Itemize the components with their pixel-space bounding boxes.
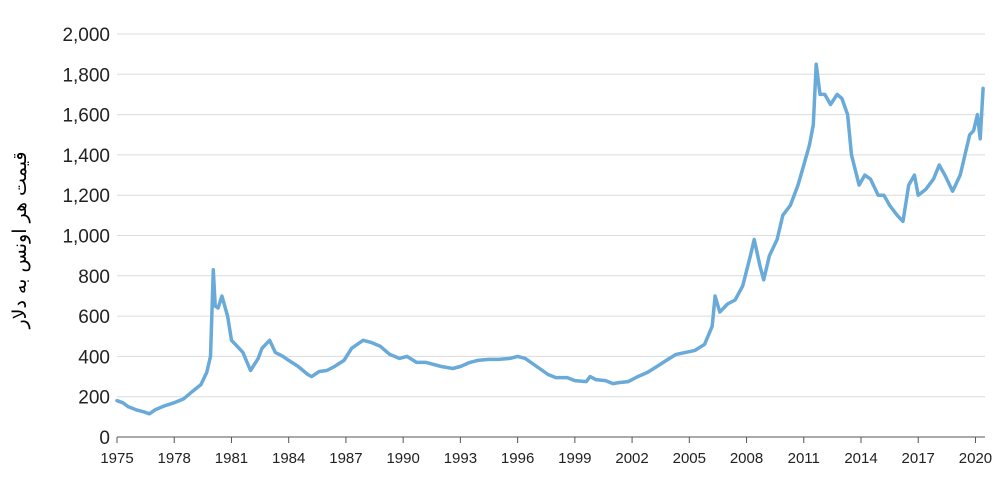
x-tick-label: 1975 [100, 450, 133, 467]
series-layer [115, 62, 985, 416]
x-tick-label: 2014 [844, 450, 877, 467]
y-tick-label: 2,000 [62, 25, 110, 46]
y-tick-label: 1,400 [62, 146, 110, 167]
x-tick-label: 1996 [501, 450, 534, 467]
y-tick-label: 1,000 [62, 227, 110, 248]
x-tick-label: 1978 [158, 450, 191, 467]
y-axis-title-container: قیمت هر اونس به دلار [0, 60, 40, 420]
y-tick-label: 800 [78, 267, 110, 288]
x-tick-label: 1993 [444, 450, 477, 467]
y-axis-title: قیمت هر اونس به دلار [9, 151, 31, 329]
y-tick-label: 600 [78, 307, 110, 328]
x-axis-ticks: 1975 1978 1981 1984 1987 1990 1993 1996 1999 2002… [100, 437, 992, 467]
x-tick-label: 1984 [272, 450, 305, 467]
x-tick-label: 1999 [558, 450, 591, 467]
x-tick-label: 1981 [215, 450, 248, 467]
x-tick-label: 2020 [959, 450, 992, 467]
y-axis-ticks: 0 200 400 600 800 1,000 1,200 1,400 1,600 1,800 2,… [62, 25, 110, 449]
x-tick-label: 2002 [615, 450, 648, 467]
y-tick-label: 1,600 [62, 106, 110, 127]
x-tick-label: 2008 [730, 450, 763, 467]
gridlines [117, 33, 985, 398]
y-tick-label: 1,800 [62, 65, 110, 86]
y-tick-label: 0 [99, 428, 110, 449]
x-tick-label: 2011 [788, 450, 820, 467]
y-tick-label: 400 [78, 347, 110, 368]
x-tick-label: 2017 [902, 450, 935, 467]
x-tick-label: 1987 [329, 450, 362, 467]
x-tick-label: 1990 [386, 450, 419, 467]
y-tick-label: 200 [78, 388, 110, 409]
x-tick-label: 2005 [673, 450, 706, 467]
gold-price-line [115, 62, 985, 416]
y-tick-label: 1,200 [62, 186, 110, 207]
